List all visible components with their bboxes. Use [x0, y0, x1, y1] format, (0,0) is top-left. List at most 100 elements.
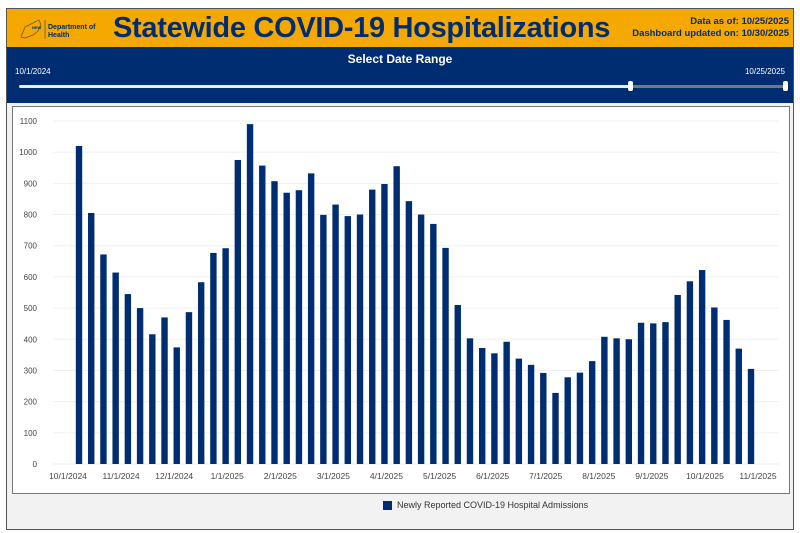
- bar: [185, 312, 193, 464]
- bar: [503, 341, 510, 464]
- bar-chart: 0 100 200 300 400 500 600 700 800 900 1000 1100 10/1…: [19, 117, 779, 481]
- bar: [246, 124, 254, 465]
- x-tick-label: 2/1/2025: [264, 471, 297, 481]
- bar: [442, 247, 449, 464]
- bar: [332, 204, 339, 465]
- nys-doh-logo: NEW Department of Health: [20, 19, 96, 39]
- bar: [283, 192, 290, 464]
- y-tick-label: 100: [24, 429, 38, 438]
- chart-panel: 0 100 200 300 400 500 600 700 800 900 1000 1100 10/1…: [12, 106, 790, 494]
- bar: [295, 190, 303, 464]
- bar: [747, 368, 755, 464]
- legend-swatch: [383, 500, 392, 510]
- x-tick-label: 6/1/2025: [476, 471, 509, 481]
- svg-text:Department of: Department of: [48, 24, 96, 31]
- y-tick-label: 0: [33, 460, 38, 469]
- x-tick-label: 10/1/2025: [686, 471, 724, 481]
- data-dates: Data as of: 10/25/2025 Dashboard updated…: [632, 16, 789, 40]
- x-tick-label: 11/1/2024: [102, 471, 139, 481]
- bar: [136, 308, 144, 464]
- x-tick-label: 1/1/2025: [211, 471, 244, 481]
- x-tick-label: 7/1/2025: [529, 471, 562, 481]
- page-title: Statewide COVID-19 Hospitalizations: [113, 12, 611, 44]
- bar: [234, 159, 242, 464]
- bar: [430, 223, 437, 464]
- bar: [601, 336, 608, 464]
- bar: [479, 348, 486, 464]
- x-tick-label: 8/1/2025: [582, 471, 615, 481]
- bar: [491, 353, 498, 464]
- bar: [576, 372, 584, 464]
- x-tick-label: 3/1/2025: [317, 471, 350, 481]
- range-end-label: 10/25/2025: [744, 67, 785, 76]
- bar: [369, 189, 376, 464]
- y-tick-label: 200: [24, 398, 38, 407]
- bar: [662, 322, 669, 464]
- range-start-label: 10/1/2024: [15, 67, 51, 76]
- bar: [711, 307, 718, 464]
- slider-start-handle[interactable]: [628, 81, 633, 91]
- y-tick-label: 300: [24, 366, 38, 375]
- bar: [320, 214, 327, 464]
- bar: [75, 145, 83, 465]
- bar: [637, 322, 645, 464]
- header: NEW Department of Health Statewide COVID…: [7, 9, 793, 47]
- dashboard-updated: Dashboard updated on: 10/30/2025: [632, 28, 789, 39]
- bar: [344, 216, 351, 464]
- slider-end-handle[interactable]: [783, 81, 788, 91]
- slider-track[interactable]: [631, 85, 787, 88]
- bar: [564, 377, 571, 464]
- bar: [625, 339, 633, 464]
- bar: [650, 323, 657, 464]
- x-tick-label: 4/1/2025: [370, 471, 403, 481]
- bar: [393, 166, 400, 465]
- y-tick-label: 700: [24, 242, 38, 251]
- bar: [552, 392, 559, 464]
- x-tick-label: 5/1/2025: [423, 471, 456, 481]
- bar: [735, 348, 742, 464]
- date-range-title: Select Date Range: [347, 52, 453, 66]
- bar: [356, 214, 364, 464]
- bar: [124, 294, 132, 464]
- slider-track-selected[interactable]: [19, 85, 631, 88]
- legend: Newly Reported COVID-19 Hospital Admissi…: [383, 500, 588, 510]
- bar: [259, 165, 266, 464]
- x-tick-label: 9/1/2025: [635, 471, 668, 481]
- y-tick-label: 400: [24, 335, 38, 344]
- bar: [88, 212, 95, 464]
- bar: [149, 334, 156, 464]
- dashboard: NEW Department of Health Statewide COVID…: [6, 8, 794, 530]
- bar: [527, 364, 535, 464]
- bar: [210, 252, 217, 464]
- x-tick-label: 12/1/2024: [155, 471, 193, 481]
- bar: [613, 338, 620, 464]
- bar: [686, 281, 694, 464]
- bar: [381, 183, 388, 464]
- x-tick-label: 10/1/2024: [49, 471, 87, 481]
- bar: [100, 254, 107, 464]
- y-tick-label: 1100: [20, 117, 38, 126]
- bar: [161, 317, 168, 464]
- svg-text:Health: Health: [48, 32, 69, 39]
- svg-text:NEW: NEW: [32, 25, 42, 30]
- bar: [173, 347, 180, 464]
- y-tick-label: 500: [24, 304, 38, 313]
- bar: [222, 248, 229, 464]
- bar: [271, 181, 278, 464]
- bar: [112, 272, 119, 464]
- y-tick-label: 1000: [19, 148, 37, 157]
- bar: [417, 214, 425, 464]
- bar: [588, 361, 596, 464]
- bar: [454, 304, 461, 464]
- y-tick-label: 600: [24, 273, 38, 282]
- y-tick-label: 900: [24, 179, 38, 188]
- bar: [466, 338, 474, 464]
- bar: [515, 358, 523, 464]
- bar: [307, 173, 315, 465]
- date-range-selector: Select Date Range 10/1/2024 10/25/2025: [7, 47, 793, 103]
- legend-label: Newly Reported COVID-19 Hospital Admissi…: [397, 500, 589, 510]
- bar: [674, 294, 681, 464]
- bar: [405, 201, 413, 464]
- data-as-of: Data as of: 10/25/2025: [690, 16, 789, 27]
- x-tick-label: 11/1/2025: [739, 471, 776, 481]
